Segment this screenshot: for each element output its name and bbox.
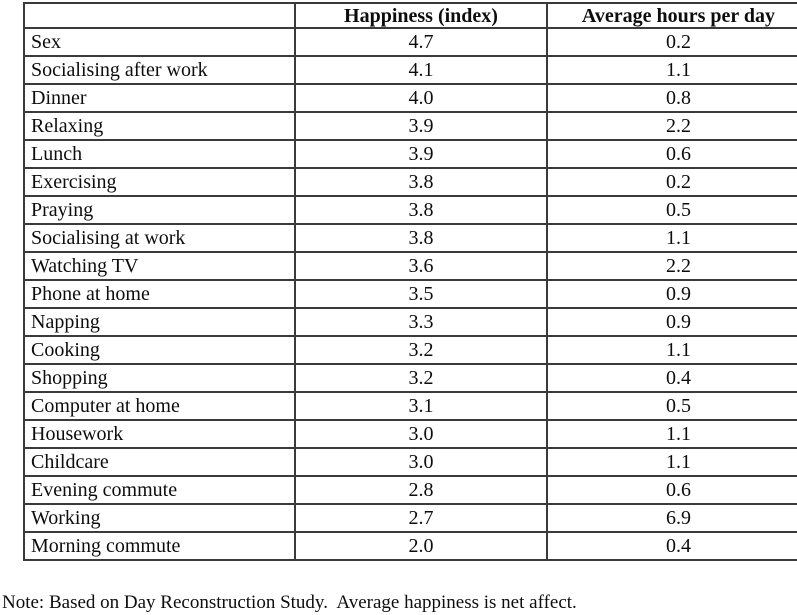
hours-cell: 1.1 bbox=[546, 55, 797, 85]
activity-cell: Cooking bbox=[23, 335, 296, 365]
activity-cell: Praying bbox=[23, 195, 296, 225]
happiness-cell: 3.5 bbox=[294, 279, 548, 309]
activity-cell: Watching TV bbox=[23, 251, 296, 281]
table-row: Housework 3.0 1.1 bbox=[23, 419, 797, 449]
header-activity bbox=[23, 2, 296, 29]
header-happiness-index: Happiness (index) bbox=[294, 2, 548, 29]
hours-cell: 6.9 bbox=[546, 503, 797, 533]
table-row: Praying 3.8 0.5 bbox=[23, 195, 797, 225]
activity-cell: Phone at home bbox=[23, 279, 296, 309]
happiness-cell: 3.8 bbox=[294, 223, 548, 253]
happiness-cell: 4.1 bbox=[294, 55, 548, 85]
header-row: Happiness (index) Average hours per day bbox=[23, 2, 797, 29]
happiness-activities-table: Happiness (index) Average hours per day … bbox=[23, 2, 797, 561]
hours-cell: 0.6 bbox=[546, 475, 797, 505]
happiness-cell: 3.9 bbox=[294, 111, 548, 141]
hours-cell: 0.8 bbox=[546, 83, 797, 113]
table-row: Socialising after work 4.1 1.1 bbox=[23, 55, 797, 85]
happiness-cell: 3.2 bbox=[294, 335, 548, 365]
table-row: Computer at home 3.1 0.5 bbox=[23, 391, 797, 421]
table-header: Happiness (index) Average hours per day bbox=[23, 2, 797, 29]
table-row: Cooking 3.2 1.1 bbox=[23, 335, 797, 365]
table-row: Relaxing 3.9 2.2 bbox=[23, 111, 797, 141]
activity-cell: Morning commute bbox=[23, 531, 296, 561]
activity-cell: Computer at home bbox=[23, 391, 296, 421]
activity-cell: Evening commute bbox=[23, 475, 296, 505]
table-row: Napping 3.3 0.9 bbox=[23, 307, 797, 337]
table-row: Dinner 4.0 0.8 bbox=[23, 83, 797, 113]
hours-cell: 1.1 bbox=[546, 223, 797, 253]
activity-cell: Shopping bbox=[23, 363, 296, 393]
hours-cell: 0.9 bbox=[546, 279, 797, 309]
happiness-cell: 2.0 bbox=[294, 531, 548, 561]
happiness-cell: 3.3 bbox=[294, 307, 548, 337]
activity-cell: Exercising bbox=[23, 167, 296, 197]
hours-cell: 2.2 bbox=[546, 251, 797, 281]
table-row: Evening commute 2.8 0.6 bbox=[23, 475, 797, 505]
happiness-cell: 3.1 bbox=[294, 391, 548, 421]
table-row: Socialising at work 3.8 1.1 bbox=[23, 223, 797, 253]
table-row: Childcare 3.0 1.1 bbox=[23, 447, 797, 477]
happiness-cell: 2.8 bbox=[294, 475, 548, 505]
hours-cell: 1.1 bbox=[546, 447, 797, 477]
table-row: Watching TV 3.6 2.2 bbox=[23, 251, 797, 281]
table-body: Sex 4.7 0.2 Socialising after work 4.1 1… bbox=[23, 27, 797, 561]
activity-cell: Lunch bbox=[23, 139, 296, 169]
hours-cell: 0.4 bbox=[546, 531, 797, 561]
activity-cell: Working bbox=[23, 503, 296, 533]
hours-cell: 0.9 bbox=[546, 307, 797, 337]
happiness-cell: 3.8 bbox=[294, 195, 548, 225]
activity-cell: Dinner bbox=[23, 83, 296, 113]
activity-cell: Housework bbox=[23, 419, 296, 449]
happiness-cell: 3.9 bbox=[294, 139, 548, 169]
table-row: Lunch 3.9 0.6 bbox=[23, 139, 797, 169]
table-row: Shopping 3.2 0.4 bbox=[23, 363, 797, 393]
happiness-cell: 4.0 bbox=[294, 83, 548, 113]
happiness-cell: 3.8 bbox=[294, 167, 548, 197]
hours-cell: 0.4 bbox=[546, 363, 797, 393]
activity-cell: Childcare bbox=[23, 447, 296, 477]
happiness-cell: 4.7 bbox=[294, 27, 548, 57]
table-row: Working 2.7 6.9 bbox=[23, 503, 797, 533]
hours-cell: 0.2 bbox=[546, 167, 797, 197]
activity-cell: Napping bbox=[23, 307, 296, 337]
happiness-cell: 3.2 bbox=[294, 363, 548, 393]
table-footnote: Note: Based on Day Reconstruction Study.… bbox=[2, 592, 577, 613]
hours-cell: 0.2 bbox=[546, 27, 797, 57]
happiness-cell: 3.0 bbox=[294, 447, 548, 477]
happiness-cell: 3.6 bbox=[294, 251, 548, 281]
hours-cell: 0.5 bbox=[546, 391, 797, 421]
hours-cell: 2.2 bbox=[546, 111, 797, 141]
activity-cell: Relaxing bbox=[23, 111, 296, 141]
table-row: Exercising 3.8 0.2 bbox=[23, 167, 797, 197]
happiness-cell: 2.7 bbox=[294, 503, 548, 533]
hours-cell: 1.1 bbox=[546, 335, 797, 365]
hours-cell: 0.6 bbox=[546, 139, 797, 169]
table-row: Sex 4.7 0.2 bbox=[23, 27, 797, 57]
header-average-hours-per-day: Average hours per day bbox=[546, 2, 797, 29]
hours-cell: 1.1 bbox=[546, 419, 797, 449]
hours-cell: 0.5 bbox=[546, 195, 797, 225]
activity-cell: Socialising after work bbox=[23, 55, 296, 85]
happiness-cell: 3.0 bbox=[294, 419, 548, 449]
table-row: Phone at home 3.5 0.9 bbox=[23, 279, 797, 309]
table-row: Morning commute 2.0 0.4 bbox=[23, 531, 797, 561]
activity-cell: Socialising at work bbox=[23, 223, 296, 253]
activity-cell: Sex bbox=[23, 27, 296, 57]
